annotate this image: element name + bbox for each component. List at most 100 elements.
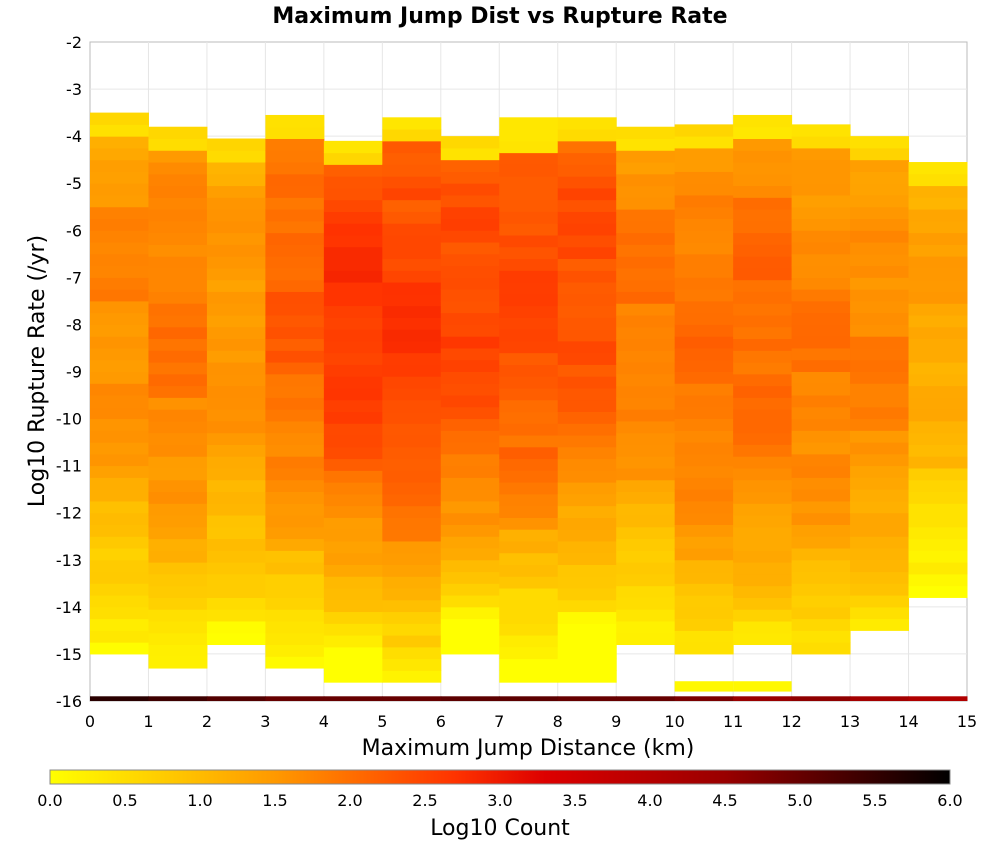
- heatmap-cell: [90, 583, 149, 596]
- heatmap-cell: [323, 635, 383, 648]
- heatmap-cell: [616, 562, 676, 575]
- heatmap-cell: [382, 588, 442, 601]
- heatmap-cell: [90, 606, 149, 620]
- heatmap-cell: [850, 218, 910, 231]
- heatmap-cell: [557, 246, 617, 260]
- heatmap-cell: [148, 573, 208, 587]
- heatmap-cell: [616, 385, 676, 398]
- heatmap-cell: [674, 312, 734, 325]
- heatmap-cell: [90, 395, 149, 408]
- heatmap-cell: [557, 658, 617, 671]
- heatmap-cell: [616, 232, 676, 245]
- heatmap-cell: [908, 515, 968, 528]
- heatmap-cell: [557, 187, 617, 201]
- heatmap-cell: [440, 371, 500, 384]
- heatmap-cell: [148, 409, 208, 422]
- heatmap-cell: [733, 562, 793, 575]
- heatmap-cell: [90, 512, 149, 525]
- heatmap-cell: [850, 571, 910, 584]
- heatmap-cell: [206, 150, 266, 163]
- heatmap-cell: [148, 350, 208, 363]
- heatmap-cell: [791, 253, 851, 267]
- heatmap-cell: [382, 305, 442, 318]
- heatmap-cell: [206, 573, 266, 587]
- heatmap-cell: [265, 632, 325, 646]
- heatmap-cell: [265, 126, 325, 139]
- heatmap-cell: [90, 383, 149, 396]
- heatmap-cell: [148, 397, 208, 410]
- heatmap-cell: [323, 387, 383, 401]
- heatmap-cell: [733, 503, 793, 516]
- heatmap-cell: [148, 491, 208, 504]
- heatmap-cell: [850, 242, 910, 255]
- heatmap-cell: [148, 315, 208, 328]
- heatmap-cell: [440, 242, 500, 255]
- x-tick-label: 13: [840, 712, 860, 731]
- heatmap-cell: [440, 642, 500, 655]
- heatmap-cell: [499, 552, 559, 565]
- heatmap-cell: [499, 599, 559, 613]
- heatmap-cell: [733, 162, 793, 175]
- heatmap-cell: [90, 206, 149, 220]
- heatmap-cell: [323, 564, 383, 577]
- heatmap-cell: [499, 540, 559, 554]
- heatmap-cell: [323, 540, 383, 554]
- heatmap-cell: [440, 336, 500, 349]
- heatmap-cell: [791, 477, 851, 490]
- heatmap-cell: [440, 324, 500, 337]
- y-tick-label: -16: [56, 692, 82, 711]
- heatmap-cell: [499, 470, 559, 483]
- x-tick-label: 11: [723, 712, 743, 731]
- y-tick-label: -6: [66, 221, 82, 240]
- heatmap-cell: [323, 446, 383, 460]
- heatmap-cell: [265, 279, 325, 292]
- x-tick-label: 0: [85, 712, 95, 731]
- x-tick-label: 15: [957, 712, 977, 731]
- heatmap-cell: [908, 585, 968, 598]
- heatmap-cell: [733, 209, 793, 222]
- heatmap-cell: [148, 550, 208, 563]
- heatmap-cell: [791, 194, 851, 208]
- heatmap-cell: [440, 300, 500, 314]
- heatmap-cell: [499, 564, 559, 577]
- heatmap-cell: [90, 124, 149, 137]
- heatmap-cell: [206, 467, 266, 481]
- heatmap-cell: [499, 293, 559, 307]
- heatmap-cell: [499, 199, 559, 212]
- heatmap-cell: [382, 270, 442, 283]
- heatmap-cell: [382, 282, 442, 295]
- heatmap-cell: [908, 409, 968, 422]
- heatmap-cell: [90, 171, 149, 184]
- heatmap-cell: [557, 176, 617, 189]
- heatmap-cell: [382, 376, 442, 389]
- heatmap-cell: [733, 232, 793, 245]
- heatmap-cell: [616, 279, 676, 292]
- heatmap-cell: [148, 326, 208, 340]
- y-tick-label: -8: [66, 315, 82, 334]
- y-axis-ticks: -2 -3 -4 -5 -6 -7 -8 -9 -10 -11 -12 -13 -14 -15 -16: [56, 33, 82, 711]
- heatmap-cell: [616, 220, 676, 234]
- heatmap-cell: [674, 571, 734, 584]
- heatmap-cell: [382, 458, 442, 471]
- heatmap-cell: [733, 362, 793, 375]
- heatmap-cell: [206, 267, 266, 281]
- heatmap-cell: [557, 364, 617, 377]
- heatmap-cell: [148, 279, 208, 292]
- heatmap-cell: [674, 406, 734, 420]
- heatmap-cell: [733, 620, 793, 634]
- y-tick-label: -14: [56, 598, 82, 617]
- heatmap-cell: [382, 199, 442, 212]
- heatmap-cell: [733, 326, 793, 340]
- heatmap-cell: [616, 150, 676, 163]
- heatmap-cell: [850, 583, 910, 596]
- heatmap-cell: [557, 529, 617, 542]
- heatmap-cell: [908, 562, 968, 575]
- heatmap-cell: [323, 623, 383, 636]
- y-tick-label: -9: [66, 363, 82, 382]
- heatmap-cell: [323, 552, 383, 565]
- heatmap-cell: [557, 352, 617, 365]
- heatmap-cell: [850, 159, 910, 172]
- heatmap-cell: [674, 395, 734, 408]
- heatmap-cell: [265, 232, 325, 245]
